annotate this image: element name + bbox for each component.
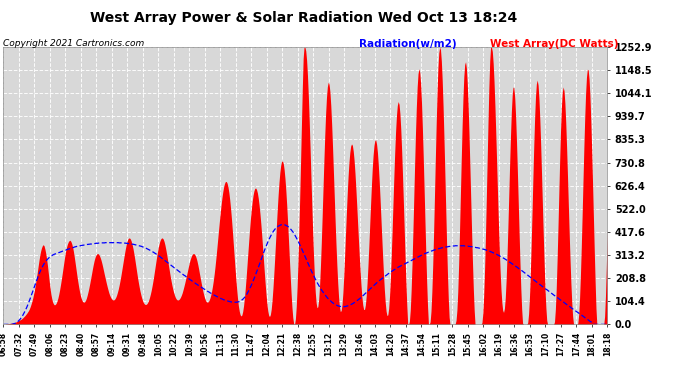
Text: West Array Power & Solar Radiation Wed Oct 13 18:24: West Array Power & Solar Radiation Wed O… (90, 11, 518, 25)
Text: West Array(DC Watts): West Array(DC Watts) (490, 39, 618, 50)
Text: Radiation(w/m2): Radiation(w/m2) (359, 39, 456, 50)
Text: Copyright 2021 Cartronics.com: Copyright 2021 Cartronics.com (3, 39, 145, 48)
